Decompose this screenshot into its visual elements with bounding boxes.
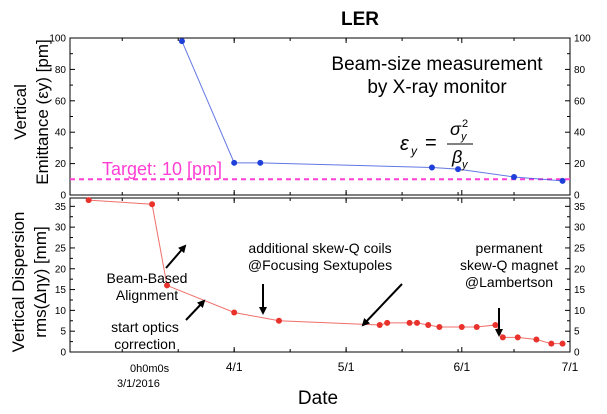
top-data-point [257, 159, 264, 166]
formula-den: β [451, 147, 462, 167]
bottom-ytick-label-right: 10 [574, 306, 586, 317]
bottom-data-point [85, 197, 92, 204]
annotation-perm-line3: @Lambertson [465, 274, 553, 290]
top-data-point [231, 159, 238, 166]
top-annotation-line1: Beam-size measurement [331, 54, 543, 75]
bottom-ylabel-line2: rms(Δηy) [mm] [31, 226, 50, 337]
formula-den-sub: y [461, 159, 469, 171]
annotation-skewq-line2: @Focusing Sextupoles [248, 257, 392, 273]
formula-num-sup: 2 [462, 118, 468, 130]
top-ytick-label-right: 20 [574, 159, 586, 170]
bottom-ytick-label-left: 20 [55, 264, 67, 275]
bottom-data-point [406, 319, 413, 326]
top-annotation-line2: by X-ray monitor [367, 77, 507, 98]
bottom-ytick-label-right: 0 [574, 348, 580, 359]
x-corner-text: 0h0m0s [130, 363, 170, 375]
bottom-data-point [164, 282, 171, 289]
top-ytick-label-right: 0 [574, 191, 580, 202]
top-ytick-label-left: 40 [55, 128, 67, 139]
bottom-ytick-label-right: 20 [574, 264, 586, 275]
x-corner-date: 3/1/2016 [117, 378, 160, 390]
top-ytick-label-right: 40 [574, 128, 586, 139]
top-data-point [178, 38, 185, 45]
x-tick-label: 7/1 [562, 360, 579, 374]
bottom-data-point [414, 319, 421, 326]
annotation-start-line1: start optics [111, 319, 179, 335]
annotation-start-line2: correction [114, 336, 175, 352]
x-axis-ticks: 4/1 5/1 6/1 7/1 [121, 38, 579, 374]
bottom-ytick-label-right: 25 [574, 243, 586, 254]
bottom-ytick-label-right: 35 [574, 202, 586, 213]
target-label: Target: 10 [pm] [102, 159, 222, 179]
bottom-y-axis-ticks: 0 0 5 5 10 10 15 15 20 20 25 25 30 30 35 35 [55, 202, 586, 359]
bottom-data-point [559, 340, 566, 347]
bottom-data-point [548, 340, 555, 347]
top-data-point [559, 177, 566, 184]
formula-lhs-sub: y [410, 144, 418, 158]
bottom-data-point [514, 334, 521, 341]
formula-lhs: ε [400, 133, 410, 155]
bottom-data-point [473, 324, 480, 331]
bottom-ytick-label-right: 5 [574, 327, 580, 338]
annotation-perm-line2: skew-Q magnet [460, 257, 558, 273]
bottom-ytick-label-left: 10 [55, 306, 67, 317]
x-tick-label: 6/1 [453, 360, 470, 374]
arrow-skewq-right [361, 283, 403, 327]
bottom-data-point [275, 317, 282, 324]
bottom-ytick-label-right: 30 [574, 223, 586, 234]
top-ytick-label-left: 0 [60, 191, 66, 202]
top-y-axis-ticks: 0 0 20 20 40 40 60 60 80 80 100 100 [49, 34, 591, 202]
top-ytick-label-left: 80 [55, 65, 67, 76]
bottom-ytick-label-left: 0 [60, 348, 66, 359]
top-data-point [511, 173, 518, 180]
top-ylabel-line1: Vertical [11, 84, 30, 140]
x-axis-label: Date [298, 388, 338, 409]
bottom-data-point [436, 324, 443, 331]
annotation-bba-line2: Alignment [116, 287, 178, 303]
emittance-formula: ε y = σ 2 y β y [400, 118, 473, 171]
annotation-bba-line1: Beam-Based [107, 270, 188, 286]
bottom-data-point [425, 321, 432, 328]
bottom-data-point [458, 324, 465, 331]
top-ytick-label-right: 100 [574, 34, 591, 45]
top-ytick-label-left: 60 [55, 96, 67, 107]
annotation-skewq-line1: additional skew-Q coils [248, 240, 391, 256]
top-ytick-label-right: 60 [574, 96, 586, 107]
bottom-ytick-label-left: 5 [60, 327, 66, 338]
bottom-data-point [533, 336, 540, 343]
chart-title: LER [341, 9, 379, 30]
bottom-data-point [492, 321, 499, 328]
bottom-plot-frame [69, 197, 571, 353]
bottom-data-point [384, 319, 391, 326]
bottom-ylabel-line1: Vertical Dispersion [9, 212, 28, 353]
annotation-perm-line1: permanent [476, 240, 543, 256]
bottom-series-group [85, 197, 566, 347]
top-data-point [428, 164, 435, 171]
x-tick-label: 5/1 [338, 360, 355, 374]
arrow-bba [165, 244, 187, 269]
formula-eq: = [425, 132, 437, 154]
formula-num-sub: y [460, 131, 468, 143]
top-ylabel-line2: Emittance (εy) [pm] [33, 39, 52, 185]
bottom-data-point [231, 309, 238, 316]
formula-num: σ [450, 119, 462, 139]
x-tick-label: 4/1 [226, 360, 243, 374]
bottom-ytick-label-right: 15 [574, 285, 586, 296]
bottom-ytick-label-left: 25 [55, 243, 67, 254]
top-ytick-label-right: 80 [574, 65, 586, 76]
top-ytick-label-left: 20 [55, 159, 67, 170]
top-data-point [455, 166, 462, 173]
bottom-ytick-label-left: 15 [55, 285, 67, 296]
top-ytick-label-left: 100 [49, 34, 66, 45]
top-series-group [178, 38, 566, 184]
bottom-ytick-label-left: 35 [55, 202, 67, 213]
bottom-ytick-label-left: 30 [55, 223, 67, 234]
arrow-start [185, 299, 206, 321]
bottom-data-point [376, 321, 383, 328]
bottom-data-point [499, 334, 506, 341]
bottom-data-point [149, 201, 156, 208]
